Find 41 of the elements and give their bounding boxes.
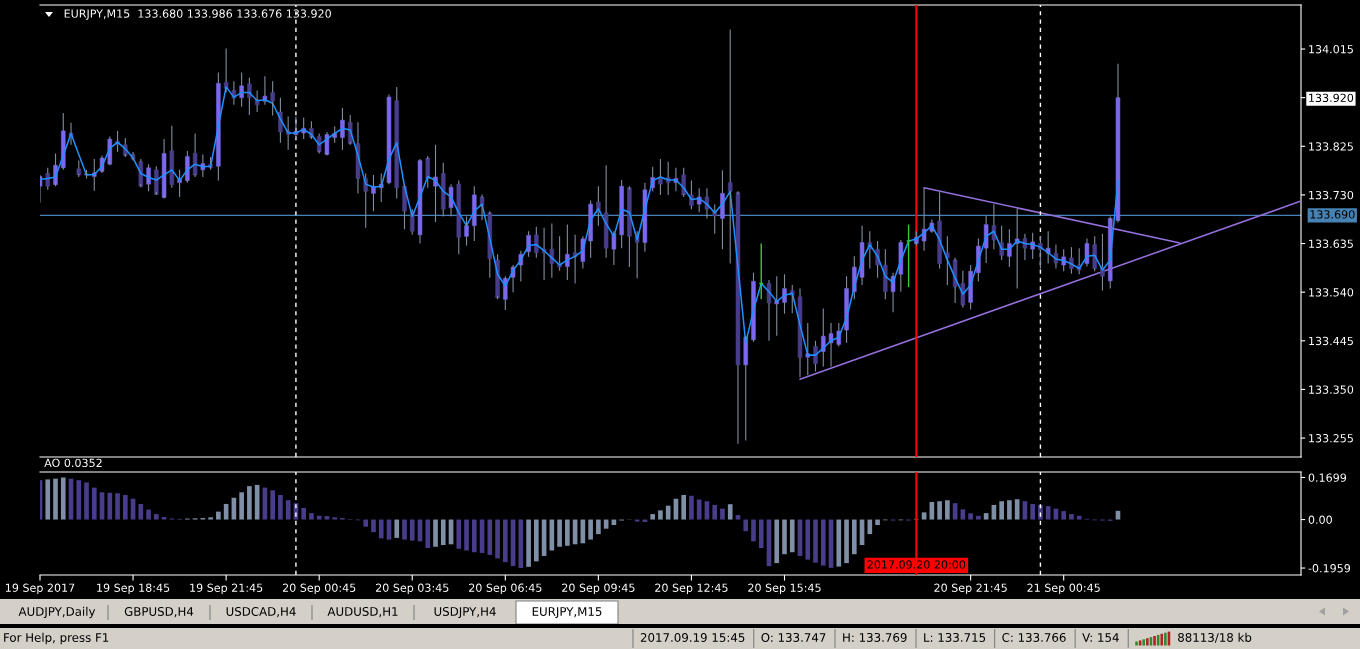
y-tick-label: 133.445 xyxy=(1309,336,1353,346)
ref-line-label: 2017.09.20 20:00 xyxy=(867,560,966,569)
text: USDCAD,H4 xyxy=(226,607,296,618)
text: GBPUSD,H4 xyxy=(124,607,194,618)
x-tick-label: 20 Sep 15:45 xyxy=(748,583,821,595)
y-tick-label: 0.1699 xyxy=(1308,473,1347,482)
y-tick-label: 133.635 xyxy=(1309,239,1353,248)
x-tick-label: 20 Sep 21:45 xyxy=(934,583,1007,595)
y-tick-label: 133.920 xyxy=(1309,93,1354,103)
text: O: 133.747 xyxy=(761,633,826,642)
text: H: 133.769 xyxy=(843,633,907,642)
chart-title: EURJPY,M15 133.680 133.986 133.676 133.920 xyxy=(64,9,331,20)
x-tick-label: 21 Sep 00:45 xyxy=(1027,583,1100,595)
text: For Help, press F1 xyxy=(4,632,109,645)
x-tick-label: 20 Sep 09:45 xyxy=(562,583,635,595)
x-tick-label: 19 Sep 18:45 xyxy=(97,583,170,595)
text: USDJPY,H4 xyxy=(434,607,496,619)
x-tick-label: 20 Sep 03:45 xyxy=(375,583,449,595)
x-tick-label: 19 Sep 2017 xyxy=(6,583,75,595)
chart-title: AO 0.0352 xyxy=(44,458,102,468)
y-tick-label: 133.825 xyxy=(1309,142,1353,151)
y-tick-label: 133.540 xyxy=(1309,288,1354,297)
text: L: 133.715 xyxy=(924,633,986,642)
ref-line-label: 133.690 xyxy=(1310,210,1355,219)
text: C: 133.766 xyxy=(1002,633,1066,642)
y-tick-label: 134.015 xyxy=(1309,45,1353,54)
x-tick-label: 20 Sep 00:45 xyxy=(282,583,356,595)
y-tick-label: 0.00 xyxy=(1308,515,1332,524)
text: EURJPY,M15 xyxy=(532,607,602,619)
text: AUDUSD,H1 xyxy=(327,607,398,618)
y-tick-label: 133.730 xyxy=(1309,190,1354,200)
x-tick-label: 20 Sep 06:45 xyxy=(469,583,542,595)
x-tick-label: 20 Sep 12:45 xyxy=(655,583,728,595)
text: 2017.09.19 15:45 xyxy=(640,633,745,642)
text: 88113/18 kb xyxy=(1178,632,1252,643)
y-tick-label: 133.350 xyxy=(1309,385,1354,394)
x-tick-label: 19 Sep 21:45 xyxy=(190,583,263,595)
text: V: 154 xyxy=(1082,633,1119,642)
text: AUDJPY,Daily xyxy=(18,606,96,619)
y-tick-label: 133.255 xyxy=(1309,434,1353,443)
y-tick-label: -0.1959 xyxy=(1308,564,1351,573)
